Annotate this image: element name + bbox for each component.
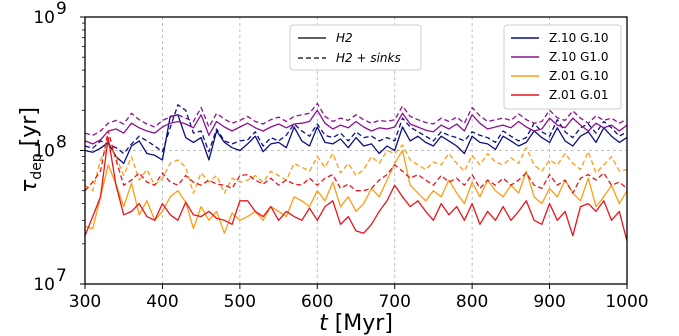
x-tick-label: 500 bbox=[224, 292, 256, 312]
y-axis-unit: [yr] bbox=[17, 107, 42, 153]
y-tick-exponent: 8 bbox=[56, 133, 67, 153]
x-tick-label: 400 bbox=[146, 292, 178, 312]
legend-label: Z.01 G.10 bbox=[549, 69, 609, 83]
x-axis-title: t [Myr] bbox=[319, 311, 393, 336]
series-layer bbox=[84, 102, 628, 242]
series-line-z-10-g1-0-h2 bbox=[84, 109, 628, 145]
legend-label-h2: H2 bbox=[336, 31, 353, 45]
x-tick-label: 600 bbox=[301, 292, 333, 312]
series-line-z-01-g-01-h2 bbox=[84, 136, 628, 242]
legend-label-h2-sinks: H2 + sinks bbox=[336, 51, 401, 65]
series-line-z-10-g-10-sinks bbox=[84, 104, 628, 155]
legend-label: Z.10 G1.0 bbox=[549, 50, 609, 64]
y-axis-title: τdep [yr] bbox=[17, 107, 45, 193]
x-tick-label: 900 bbox=[533, 292, 565, 312]
x-axis-var: t bbox=[319, 311, 329, 336]
y-tick-label: 10 bbox=[33, 142, 55, 162]
y-tick-exponent: 7 bbox=[56, 266, 67, 286]
style-legend-box bbox=[289, 24, 422, 71]
color-legend: Z.10 G.10 Z.10 G1.0 Z.01 G.10 Z.01 G.01 bbox=[503, 24, 622, 110]
x-tick-label: 800 bbox=[456, 292, 488, 312]
x-tick-label: 300 bbox=[69, 292, 101, 312]
series-line-z-01-g-10-sinks bbox=[84, 144, 628, 194]
legend-label: Z.10 G.10 bbox=[549, 31, 609, 45]
legend-label: Z.01 G.01 bbox=[549, 88, 609, 102]
x-axis: 300 400 500 600 700 800 900 1000 bbox=[69, 284, 649, 312]
y-axis-symbol: τ bbox=[17, 179, 42, 193]
y-tick-exponent: 9 bbox=[56, 0, 67, 19]
series-line-z-01-g-01-sinks bbox=[84, 130, 628, 194]
series-line-z-10-g1-0-sinks bbox=[84, 102, 628, 136]
series-line-z-10-g-10-h2 bbox=[84, 114, 628, 165]
x-axis-unit: [Myr] bbox=[328, 311, 393, 336]
x-tick-label: 700 bbox=[378, 292, 410, 312]
x-tick-label: 1000 bbox=[605, 292, 648, 312]
style-legend: H2 H2 + sinks bbox=[289, 24, 422, 71]
color-legend-box bbox=[503, 24, 622, 110]
y-tick-label: 10 bbox=[33, 275, 55, 295]
y-axis-subscript: dep bbox=[29, 153, 45, 180]
y-tick-label: 10 bbox=[33, 8, 55, 28]
series-line-z-01-g-10-h2 bbox=[84, 149, 628, 234]
